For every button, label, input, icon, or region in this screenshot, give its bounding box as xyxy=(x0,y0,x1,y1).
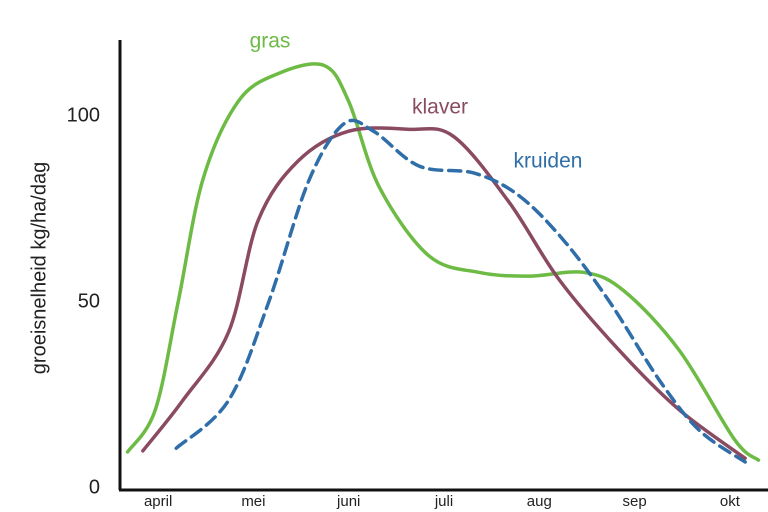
series-label: klaver xyxy=(412,96,468,119)
x-tick-label: sep xyxy=(622,493,646,510)
x-tick-label: mei xyxy=(241,493,265,510)
y-tick-label: 0 xyxy=(89,476,100,498)
data-line xyxy=(174,118,747,464)
x-tick-label: juli xyxy=(434,493,453,510)
data-line xyxy=(141,126,747,461)
x-tick-label: juni xyxy=(336,493,360,510)
y-axis-label: groeisnelheid kg/ha/dag xyxy=(28,162,50,374)
y-tick-label: 100 xyxy=(67,105,100,127)
series-label: kruiden xyxy=(514,150,583,173)
series-label: gras xyxy=(250,30,291,53)
x-tick-label: april xyxy=(144,493,172,510)
y-tick-label: 50 xyxy=(78,290,100,312)
x-tick-label: aug xyxy=(527,493,552,510)
x-tick-label: okt xyxy=(720,493,741,510)
data-line xyxy=(125,62,761,462)
